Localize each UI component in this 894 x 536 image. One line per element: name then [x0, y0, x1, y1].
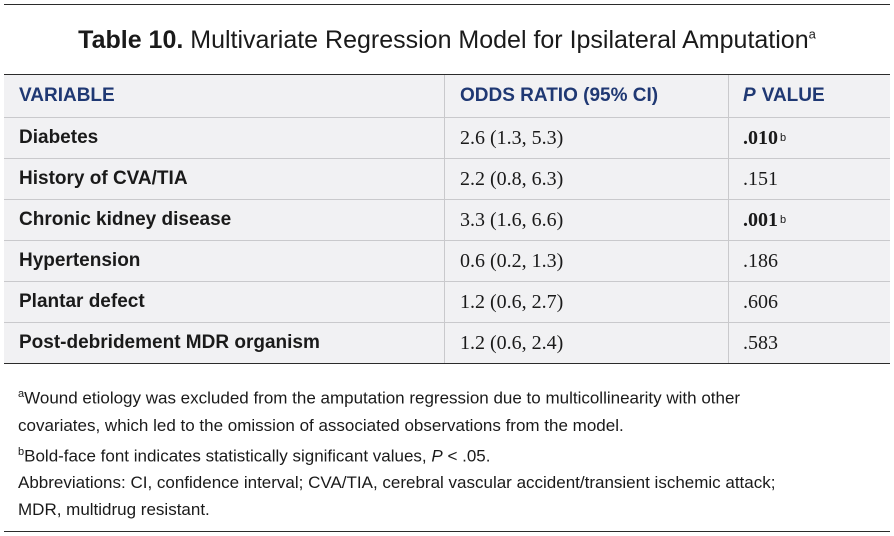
- row-p-value-text: .010: [743, 126, 778, 149]
- table-footnotes: aWound etiology was excluded from the am…: [18, 381, 878, 523]
- header-p-italic: P: [743, 85, 756, 106]
- footnote-b-marker: b: [18, 445, 25, 458]
- table-row: Plantar defect 1.2 (0.6, 2.7) .606: [4, 281, 890, 322]
- table-title-text: Multivariate Regression Model for Ipsila…: [190, 26, 809, 54]
- row-p-value: .151: [729, 159, 890, 199]
- row-p-value: .583: [729, 323, 890, 363]
- table-row: Hypertension 0.6 (0.2, 1.3) .186: [4, 240, 890, 281]
- footnote-b-p: P: [431, 446, 443, 466]
- row-p-note-marker: b: [780, 214, 787, 226]
- header-odds-ratio: ODDS RATIO (95% CI): [445, 75, 729, 117]
- footnote-b: bBold-face font indicates statistically …: [18, 439, 878, 470]
- table-row: Post-debridement MDR organism 1.2 (0.6, …: [4, 322, 890, 363]
- header-p-value: P VALUE: [729, 75, 890, 117]
- row-variable: Post-debridement MDR organism: [4, 323, 445, 363]
- footnote-abbreviations-continued: MDR, multidrug resistant.: [18, 500, 210, 520]
- bottom-rule: [4, 531, 890, 532]
- table-title-note-marker: a: [808, 26, 816, 42]
- footnote-b-end: < .05.: [447, 446, 491, 466]
- row-odds-ratio: 1.2 (0.6, 2.7): [445, 282, 729, 322]
- header-variable: VARIABLE: [4, 75, 445, 117]
- footnote-a-line1: Wound etiology was excluded from the amp…: [24, 388, 741, 408]
- regression-table: VARIABLE ODDS RATIO (95% CI) P VALUE Dia…: [4, 74, 890, 364]
- row-odds-ratio: 3.3 (1.6, 6.6): [445, 200, 729, 240]
- row-p-value-text: .151: [743, 167, 778, 190]
- footnote-b-text: Bold-face font indicates statistically s…: [24, 446, 427, 466]
- row-variable: Hypertension: [4, 241, 445, 281]
- table-title: Table 10. Multivariate Regression Model …: [0, 26, 894, 55]
- table-row: History of CVA/TIA 2.2 (0.8, 6.3) .151: [4, 158, 890, 199]
- row-odds-ratio: 1.2 (0.6, 2.4): [445, 323, 729, 363]
- footnote-abbreviations: Abbreviations: CI, confidence interval; …: [18, 473, 776, 493]
- row-p-value: .186: [729, 241, 890, 281]
- row-variable: Diabetes: [4, 118, 445, 158]
- row-odds-ratio: 2.6 (1.3, 5.3): [445, 118, 729, 158]
- row-p-value-text: .583: [743, 331, 778, 354]
- row-p-value-text: .186: [743, 249, 778, 272]
- footnote-a-continued: covariates, which led to the omission of…: [18, 415, 624, 435]
- row-p-value-text: .001: [743, 208, 778, 231]
- row-p-value: .606: [729, 282, 890, 322]
- row-variable: Chronic kidney disease: [4, 200, 445, 240]
- row-p-note-marker: b: [780, 132, 787, 144]
- row-p-value: .001 b: [729, 200, 890, 240]
- footnote-a-marker: a: [18, 388, 25, 400]
- table-row: Diabetes 2.6 (1.3, 5.3) .010 b: [4, 117, 890, 158]
- row-p-value: .010 b: [729, 118, 890, 158]
- row-variable: Plantar defect: [4, 282, 445, 322]
- row-odds-ratio: 0.6 (0.2, 1.3): [445, 241, 729, 281]
- table-title-label: Table 10.: [78, 26, 184, 54]
- top-rule: [4, 4, 890, 5]
- header-p-rest: VALUE: [761, 85, 825, 106]
- row-variable: History of CVA/TIA: [4, 159, 445, 199]
- table-row: Chronic kidney disease 3.3 (1.6, 6.6) .0…: [4, 199, 890, 240]
- table-header-row: VARIABLE ODDS RATIO (95% CI) P VALUE: [4, 75, 890, 117]
- row-odds-ratio: 2.2 (0.8, 6.3): [445, 159, 729, 199]
- footnote-a: aWound etiology was excluded from the am…: [18, 381, 878, 412]
- row-p-value-text: .606: [743, 290, 778, 313]
